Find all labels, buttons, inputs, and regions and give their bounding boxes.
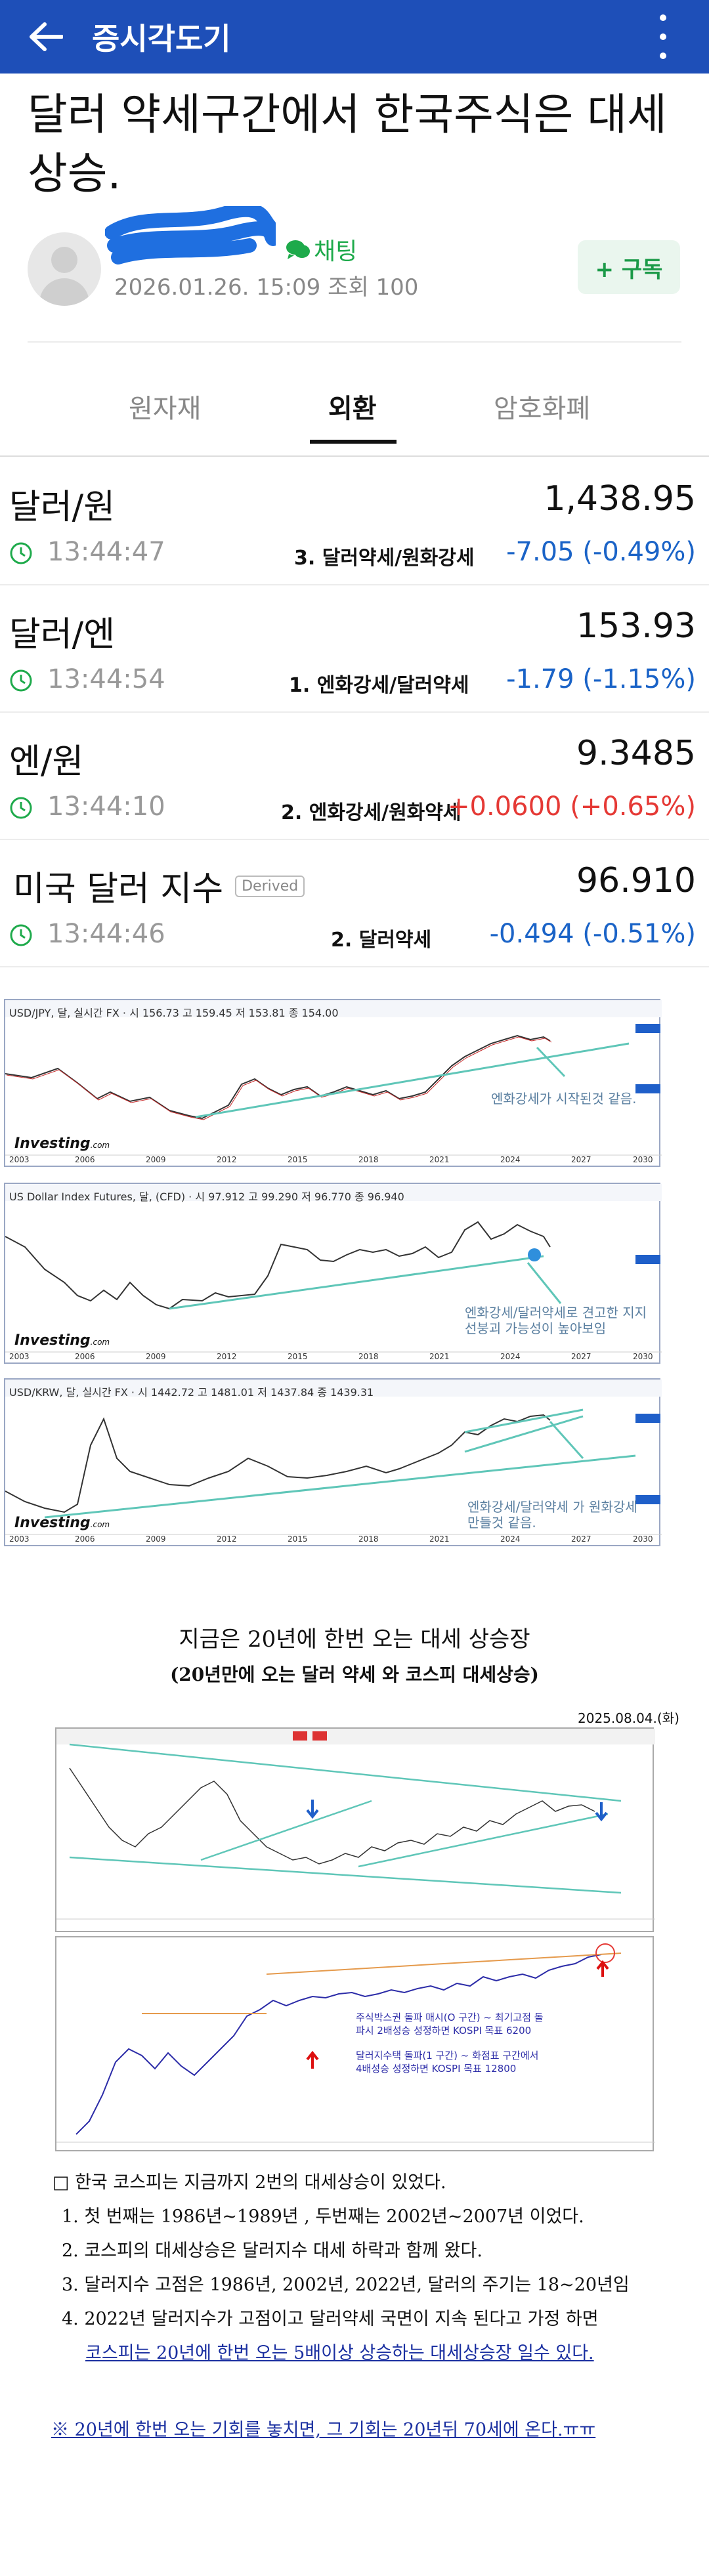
quote-name: 달러/엔 — [9, 615, 116, 654]
kospi-note-2: 달러지수택 돌파(1 구간) ~ 화점표 구간에서 4배성승 성정하면 KOSP… — [356, 2050, 539, 2075]
kospi-long-term-plot — [56, 1943, 655, 2143]
article-body: □ 한국 코스피는 지금까지 2번의 대세상승이 있었다. 1. 첫 번째는 1… — [53, 2166, 656, 2371]
quote-change: -7.05 (-0.49%) — [506, 537, 696, 567]
quote-time: 13:44:46 — [47, 919, 165, 949]
chat-label: 채팅 — [314, 238, 358, 265]
chart-year-axis: 2003 2006 2009 2012 2015 2018 2021 2024 … — [9, 1155, 653, 1164]
post-title: 달러 약세구간에서 한국주식은 대세 상승. — [28, 89, 667, 199]
chart-header: US Dollar Index Futures, 달, (CFD) · 시 97… — [9, 1191, 404, 1203]
derived-badge: Derived — [235, 875, 305, 897]
quote-row-usdkrw[interactable]: 달러/원 1,438.95 13:44:47 3. 달러약세/원화강세 -7.0… — [0, 459, 709, 585]
quote-change: -0.494 (-0.51%) — [489, 919, 696, 949]
chat-bubble-icon — [286, 240, 310, 259]
clock-icon — [10, 542, 32, 564]
app-bar: 증시각도기 — [0, 0, 709, 74]
article-closing: ※ 20년에 한번 오는 기회를 놓치면, 그 기회는 20년뒤 70세에 온다… — [51, 2420, 596, 2440]
quote-name: 달러/원 — [9, 488, 116, 527]
article-subtitle: (20년만에 오는 달러 약세 와 코스피 대세상승) — [170, 1664, 539, 1685]
chart-annotation: 엔화강세가 시작된것 같음. — [491, 1091, 637, 1107]
quote-row-jpykrw[interactable]: 엔/원 9.3485 13:44:10 2. 엔화강세/원화약세 +0.0600… — [0, 714, 709, 840]
article-item-1: 1. 첫 번째는 1986년~1989년 , 두번째는 2002년~2007년 … — [62, 2206, 584, 2227]
tabs-divider — [0, 455, 709, 457]
chart-annotation: 엔화강세/달러약세로 견고한 지지선붕괴 가능성이 높아보임 — [465, 1305, 647, 1336]
chart-header: USD/JPY, 달, 실시간 FX · 시 156.73 고 159.45 저… — [9, 1007, 339, 1019]
quote-annotation: 2. 달러약세 — [331, 929, 432, 952]
quote-change: +0.0600 (+0.65%) — [448, 792, 696, 822]
subscribe-button[interactable]: + 구독 — [578, 240, 680, 294]
chat-button[interactable]: 채팅 — [285, 232, 357, 266]
quote-annotation: 3. 달러약세/원화강세 — [294, 547, 475, 570]
more-options-icon[interactable] — [656, 14, 670, 59]
quote-price: 1,438.95 — [544, 479, 696, 518]
dxy-price-chart — [5, 1184, 662, 1353]
article-date: 2025.08.04.(화) — [578, 1710, 679, 1726]
kospi-long-term-chart: 주식박스권 돌파 매시(O 구간) ~ 최기고점 돌파시 2배성승 성정하면 K… — [55, 1936, 655, 2151]
dxy-long-term-chart — [55, 1727, 655, 1932]
redacted-author-scribble — [105, 206, 276, 264]
avatar[interactable] — [28, 232, 101, 306]
quote-annotation: 2. 엔화강세/원화약세 — [281, 801, 462, 824]
chart-year-axis: 2003 2006 2009 2012 2015 2018 2021 2024 … — [9, 1352, 653, 1361]
tab-forex[interactable]: 외환 — [328, 394, 377, 424]
tab-commodities[interactable]: 원자재 — [129, 394, 202, 424]
market-tabs: 원자재 외환 암호화폐 — [0, 368, 709, 446]
quote-time: 13:44:47 — [47, 537, 165, 567]
article-title: 지금은 20년에 한번 오는 대세 상승장 — [179, 1626, 530, 1653]
chart-annotation: 엔화강세/달러약세 가 원화강세 만들것 같음. — [467, 1499, 637, 1531]
quote-name: 미국 달러 지수 Derived — [13, 861, 305, 910]
quote-change: -1.79 (-1.15%) — [506, 664, 696, 694]
chart-header: USD/KRW, 달, 실시간 FX · 시 1442.72 고 1481.01… — [9, 1386, 374, 1399]
divider — [28, 341, 681, 343]
quote-row-dxy[interactable]: 미국 달러 지수 Derived 96.910 13:44:46 2. 달러약세 … — [0, 841, 709, 967]
author-row: 채팅 2026.01.26. 15:09 조회 100 + 구독 — [28, 206, 684, 307]
investing-logo: Investing.com — [14, 1135, 110, 1152]
chart-year-axis: 2003 2006 2009 2012 2015 2018 2021 2024 … — [9, 1534, 653, 1544]
quote-time: 13:44:10 — [47, 792, 165, 822]
post-meta: 2026.01.26. 15:09 조회 100 — [114, 274, 419, 301]
usdkrw-price-chart — [5, 1380, 662, 1535]
usdjpy-price-chart — [5, 1000, 662, 1156]
article-item-2: 2. 코스피의 대세상승은 달러지수 대세 하락과 함께 왔다. — [62, 2241, 483, 2261]
active-tab-indicator — [310, 440, 397, 444]
quote-price: 153.93 — [576, 606, 696, 646]
article-intro: □ 한국 코스피는 지금까지 2번의 대세상승이 있었다. — [53, 2172, 446, 2193]
clock-icon — [10, 797, 32, 819]
investing-logo: Investing.com — [14, 1332, 110, 1349]
quote-price: 96.910 — [576, 861, 696, 900]
quote-time: 13:44:54 — [47, 664, 165, 694]
dxy-long-term-plot — [56, 1729, 655, 1920]
tab-crypto[interactable]: 암호화폐 — [494, 394, 591, 424]
article-item-4: 4. 2022년 달러지수가 고점이고 달러약세 국면이 지속 된다고 가정 하… — [62, 2309, 599, 2329]
chart-usdjpy: USD/JPY, 달, 실시간 FX · 시 156.73 고 159.45 저… — [4, 999, 662, 1167]
back-arrow-icon[interactable] — [26, 17, 66, 56]
quote-price: 9.3485 — [576, 734, 696, 773]
quote-name: 엔/원 — [9, 742, 84, 782]
clock-icon — [10, 924, 32, 946]
quote-row-usdjpy[interactable]: 달러/엔 153.93 13:44:54 1. 엔화강세/달러약세 -1.79 … — [0, 587, 709, 713]
article-item-4-conclusion: 코스피는 20년에 한번 오는 5배이상 상승하는 대세상승장 일수 있다. — [85, 2343, 594, 2363]
investing-logo: Investing.com — [14, 1515, 110, 1531]
chart-dxy: US Dollar Index Futures, 달, (CFD) · 시 97… — [4, 1183, 662, 1364]
app-title: 증시각도기 — [92, 21, 231, 56]
kospi-note-1: 주식박스권 돌파 매시(O 구간) ~ 최기고점 돌파시 2배성승 성정하면 K… — [356, 2012, 544, 2037]
quote-annotation: 1. 엔화강세/달러약세 — [289, 674, 469, 697]
chart-usdkrw: USD/KRW, 달, 실시간 FX · 시 1442.72 고 1481.01… — [4, 1378, 662, 1546]
clock-icon — [10, 669, 32, 692]
article-item-3: 3. 달러지수 고점은 1986년, 2002년, 2022년, 달러의 주기는… — [62, 2275, 630, 2295]
